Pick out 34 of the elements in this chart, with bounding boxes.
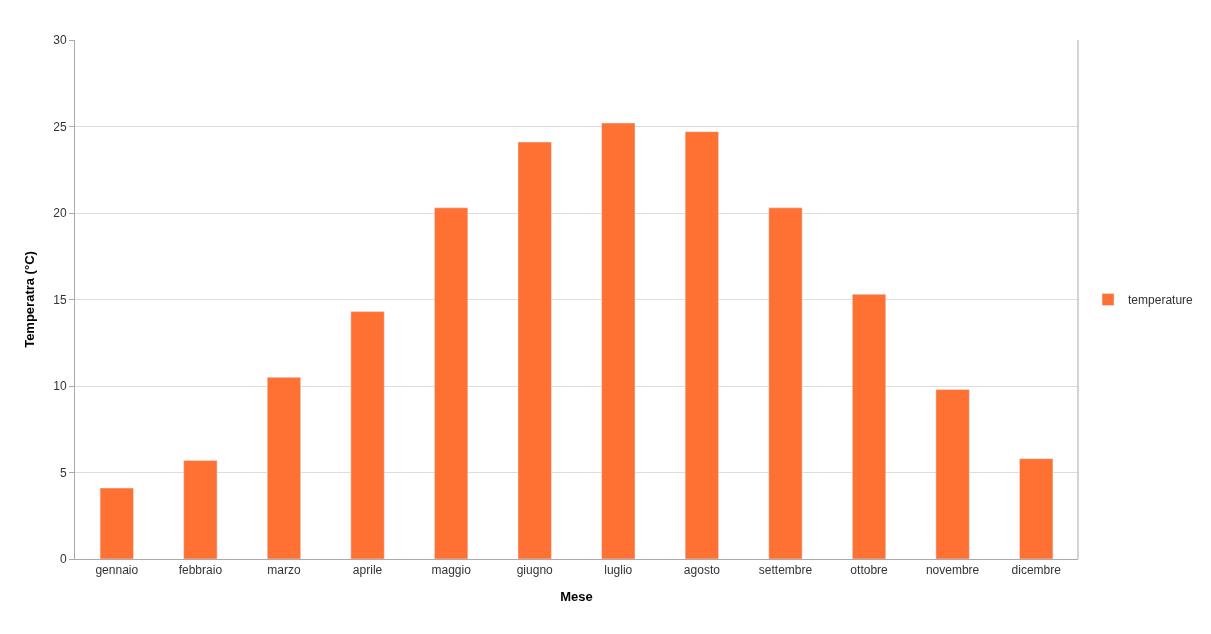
bar (684, 131, 719, 559)
y-axis-title: Temperatra (°C) (22, 251, 38, 348)
bar (183, 460, 218, 559)
y-tick-label: 30 (53, 33, 67, 48)
x-tick-label: febbraio (178, 563, 223, 578)
x-tick-label: settembre (758, 563, 813, 578)
bar (852, 294, 887, 559)
bar (266, 377, 301, 559)
bar (601, 122, 636, 559)
y-tick-label: 20 (53, 206, 67, 221)
bar (99, 487, 134, 559)
x-tick-label: ottobre (850, 563, 889, 578)
y-tick-label: 25 (53, 119, 67, 134)
x-tick-label: giugno (516, 563, 554, 578)
x-tick-label: agosto (683, 563, 721, 578)
bar (517, 141, 552, 559)
bar (1019, 458, 1054, 559)
x-tick-label: marzo (267, 563, 301, 578)
x-axis-title: Mese (560, 589, 593, 604)
y-tick-label: 15 (53, 292, 67, 307)
x-tick-label: luglio (604, 563, 633, 578)
x-tick-label: maggio (431, 563, 472, 578)
bar (434, 207, 469, 559)
bar (350, 311, 385, 559)
x-tick-label: dicembre (1011, 563, 1062, 578)
y-tick-label: 5 (59, 465, 67, 480)
y-tick-label: 0 (59, 552, 67, 567)
y-tick-label: 10 (53, 379, 67, 394)
x-tick-label: aprile (352, 563, 383, 578)
bar (768, 207, 803, 559)
legend-label: temperature (1128, 293, 1194, 308)
bar (935, 389, 970, 559)
x-tick-label: novembre (925, 563, 980, 578)
x-tick-label: gennaio (95, 563, 139, 578)
